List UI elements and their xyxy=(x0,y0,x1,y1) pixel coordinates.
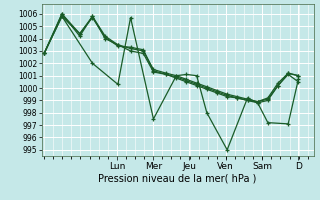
X-axis label: Pression niveau de la mer( hPa ): Pression niveau de la mer( hPa ) xyxy=(99,173,257,183)
